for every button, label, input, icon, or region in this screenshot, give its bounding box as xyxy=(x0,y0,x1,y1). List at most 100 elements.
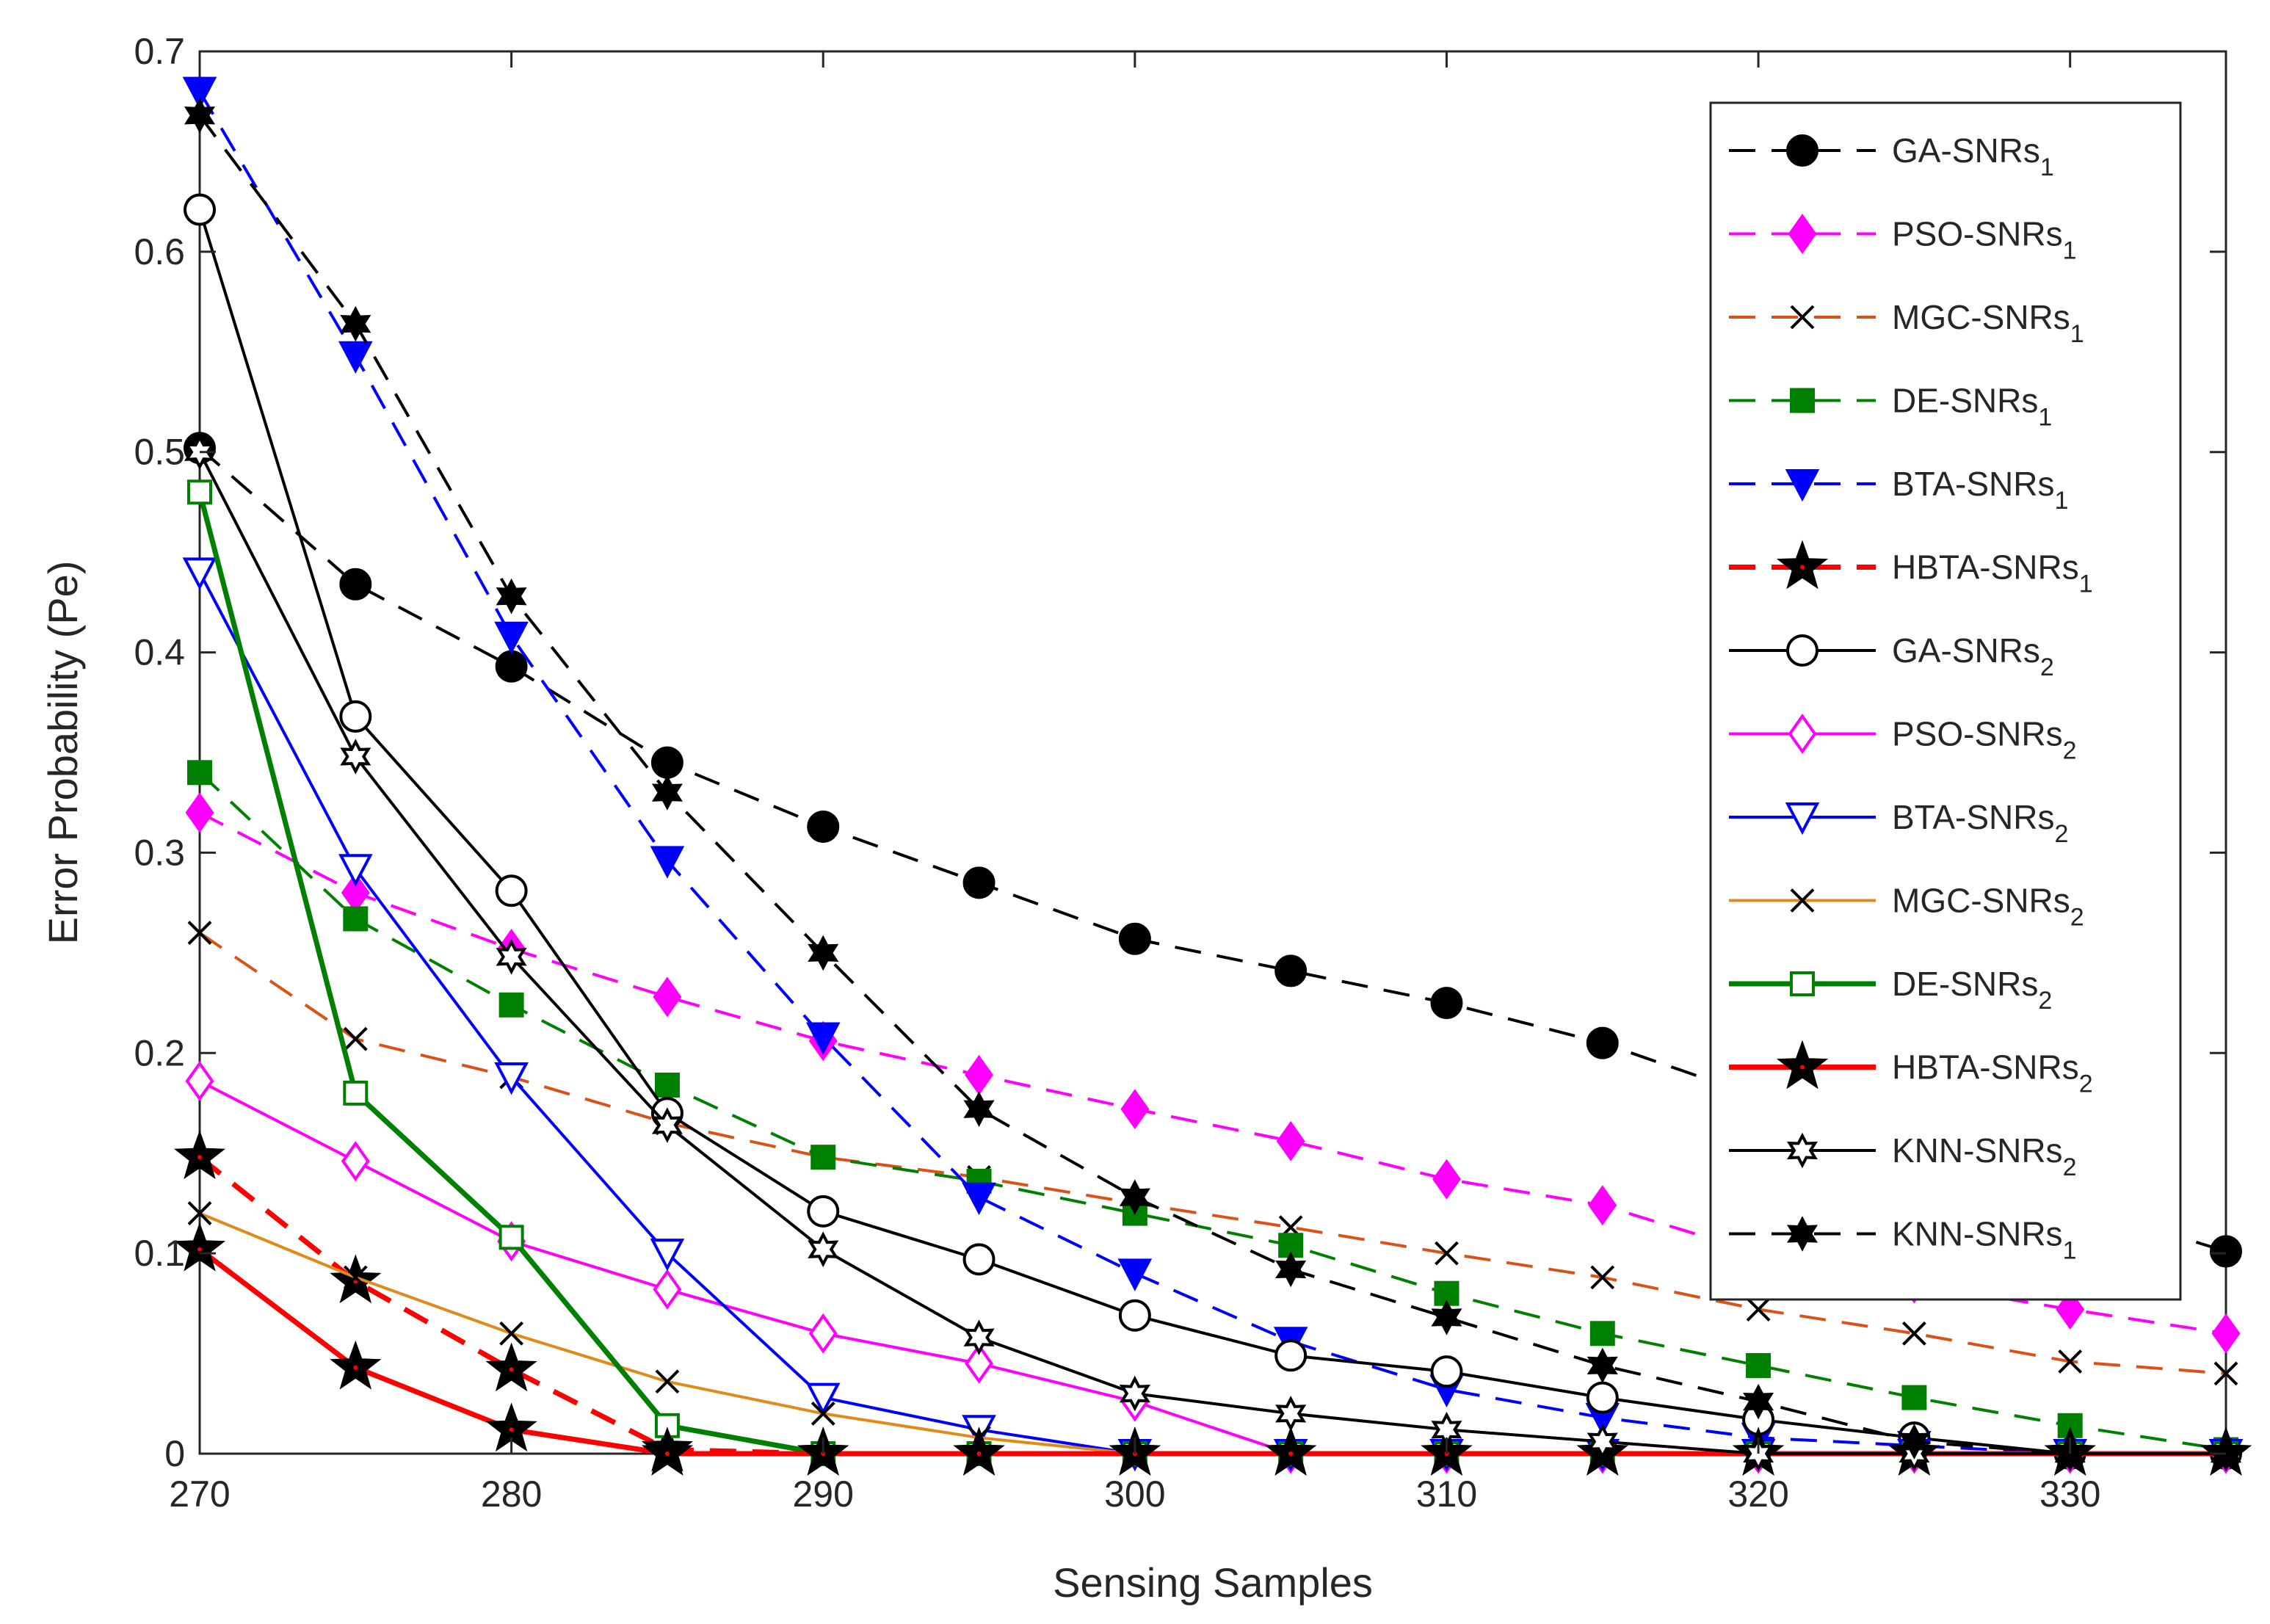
data-point-ga-snrs-1 xyxy=(650,746,683,779)
data-point-bta-snrs-1 xyxy=(182,76,217,109)
data-point-hbta-snrs-2 xyxy=(330,1340,382,1390)
data-point-pso-snrs-1 xyxy=(1588,1185,1617,1226)
data-point-bta-snrs-2 xyxy=(182,557,217,590)
x-tick-label: 290 xyxy=(793,1473,854,1515)
data-point-pso-snrs-1 xyxy=(185,792,214,833)
data-point-hbta-snrs-2-center xyxy=(1288,1451,1294,1456)
legend-marker-center xyxy=(1800,565,1805,570)
y-tick-label: 0.7 xyxy=(134,31,185,72)
data-point-de-snrs-2 xyxy=(187,479,212,505)
y-tick-label: 0.5 xyxy=(134,432,185,473)
data-point-de-snrs-1 xyxy=(187,760,212,786)
data-point-de-snrs-2 xyxy=(343,1080,369,1106)
data-point-hbta-snrs-2-center xyxy=(353,1365,358,1370)
data-point-ga-snrs-2 xyxy=(1274,1339,1308,1372)
y-tick-label: 0.2 xyxy=(134,1032,185,1073)
data-point-ga-snrs-1 xyxy=(962,866,996,899)
series-line-bta-snrs-1 xyxy=(198,90,2226,1455)
data-point-ga-snrs-2 xyxy=(962,1243,996,1276)
data-point-ga-snrs-2 xyxy=(807,1195,840,1228)
data-point-ga-snrs-2 xyxy=(1118,1299,1151,1332)
data-point-pso-snrs-2 xyxy=(185,1061,214,1101)
data-point-pso-snrs-2 xyxy=(341,1141,370,1182)
data-point-bta-snrs-2 xyxy=(650,1239,685,1272)
data-point-mgc-snrs-2 xyxy=(343,1265,368,1290)
data-point-pso-snrs-1 xyxy=(653,976,682,1018)
legend-marker xyxy=(1776,540,1829,590)
data-point-de-snrs-1 xyxy=(1901,1385,1927,1410)
data-point-de-snrs-1 xyxy=(654,1072,680,1098)
x-tick-label: 330 xyxy=(2039,1473,2100,1515)
y-tick-label: 0.3 xyxy=(134,832,185,873)
data-point-ga-snrs-1 xyxy=(1274,954,1308,987)
x-tick-label: 320 xyxy=(1727,1473,1788,1515)
series-line-mgc-snrs-1 xyxy=(198,931,2227,1375)
series-line-hbta-snrs-1 xyxy=(197,1155,2226,1457)
data-point-mgc-snrs-1 xyxy=(1590,1265,1615,1290)
data-point-hbta-snrs-2-center xyxy=(197,1247,202,1252)
data-point-ga-snrs-1 xyxy=(2210,1235,2242,1268)
data-point-knn-snrs-2 xyxy=(496,938,527,975)
data-point-de-snrs-2 xyxy=(498,1225,524,1250)
data-point-knn-snrs-1 xyxy=(496,578,527,615)
legend: GA-SNRs1PSO-SNRs1MGC-SNRs1DE-SNRs1BTA-SN… xyxy=(1709,101,2182,1301)
legend-marker xyxy=(1790,971,1815,996)
data-point-de-snrs-2 xyxy=(654,1413,680,1438)
data-point-knn-snrs-1 xyxy=(1743,1383,1774,1420)
data-point-de-snrs-1 xyxy=(498,992,524,1018)
data-point-hbta-snrs-2-center xyxy=(664,1451,670,1456)
data-point-de-snrs-1 xyxy=(343,906,369,932)
data-point-bta-snrs-1 xyxy=(494,621,529,655)
data-point-ga-snrs-1 xyxy=(1586,1026,1619,1059)
data-point-knn-snrs-1 xyxy=(651,775,683,811)
data-point-hbta-snrs-1 xyxy=(173,1130,226,1180)
data-point-pso-snrs-1 xyxy=(1276,1120,1305,1161)
legend-marker-center xyxy=(1800,1065,1805,1070)
data-point-pso-snrs-2 xyxy=(808,1313,838,1354)
legend-marker xyxy=(1786,134,1818,167)
x-tick-label: 270 xyxy=(169,1473,230,1515)
data-point-pso-snrs-1 xyxy=(1432,1159,1461,1200)
data-point-knn-snrs-2 xyxy=(963,1319,995,1355)
data-point-mgc-snrs-1 xyxy=(1746,1297,1771,1322)
data-point-de-snrs-1 xyxy=(811,1145,836,1170)
data-point-knn-snrs-1 xyxy=(1899,1424,1930,1460)
data-point-ga-snrs-1 xyxy=(1430,987,1463,1020)
data-point-bta-snrs-2 xyxy=(338,854,373,887)
data-point-pso-snrs-2 xyxy=(653,1269,682,1310)
legend-marker xyxy=(1786,1216,1818,1252)
x-tick-label: 300 xyxy=(1104,1473,1165,1515)
legend-marker xyxy=(1785,802,1820,835)
data-point-mgc-snrs-2 xyxy=(811,1402,835,1426)
data-point-pso-snrs-2 xyxy=(965,1343,993,1384)
data-point-knn-snrs-2 xyxy=(340,739,371,775)
data-point-bta-snrs-1 xyxy=(962,1182,996,1216)
data-point-ga-snrs-1 xyxy=(495,650,528,683)
data-point-de-snrs-1 xyxy=(1589,1321,1615,1346)
data-point-mgc-snrs-1 xyxy=(2058,1349,2083,1374)
y-axis-label: Error Probability (Pe) xyxy=(40,561,86,945)
data-point-hbta-snrs-2-center xyxy=(509,1427,514,1432)
data-point-knn-snrs-1 xyxy=(1587,1347,1618,1384)
data-point-ga-snrs-2 xyxy=(495,874,528,907)
data-point-ga-snrs-2 xyxy=(1430,1355,1463,1388)
data-point-ga-snrs-2 xyxy=(1586,1381,1619,1414)
data-point-bta-snrs-2 xyxy=(805,1382,841,1415)
data-point-mgc-snrs-2 xyxy=(499,1321,524,1346)
data-point-ga-snrs-1 xyxy=(339,568,372,601)
x-tick-label: 310 xyxy=(1416,1473,1477,1515)
legend-marker xyxy=(1786,1132,1818,1169)
y-tick-label: 0 xyxy=(164,1433,185,1474)
data-point-hbta-snrs-2 xyxy=(1265,1427,1317,1476)
series-pso-snrs-1 xyxy=(185,792,2241,1354)
data-point-mgc-snrs-1 xyxy=(2213,1361,2238,1386)
data-point-mgc-snrs-1 xyxy=(1435,1241,1459,1266)
data-point-hbta-snrs-2 xyxy=(641,1427,694,1476)
data-point-ga-snrs-1 xyxy=(807,810,840,843)
data-point-de-snrs-1 xyxy=(1746,1352,1772,1378)
y-tick-label: 0.4 xyxy=(134,632,185,673)
data-point-mgc-snrs-2 xyxy=(655,1369,680,1394)
legend-marker xyxy=(1785,469,1820,502)
x-axis-label: Sensing Samples xyxy=(1053,1559,1373,1606)
